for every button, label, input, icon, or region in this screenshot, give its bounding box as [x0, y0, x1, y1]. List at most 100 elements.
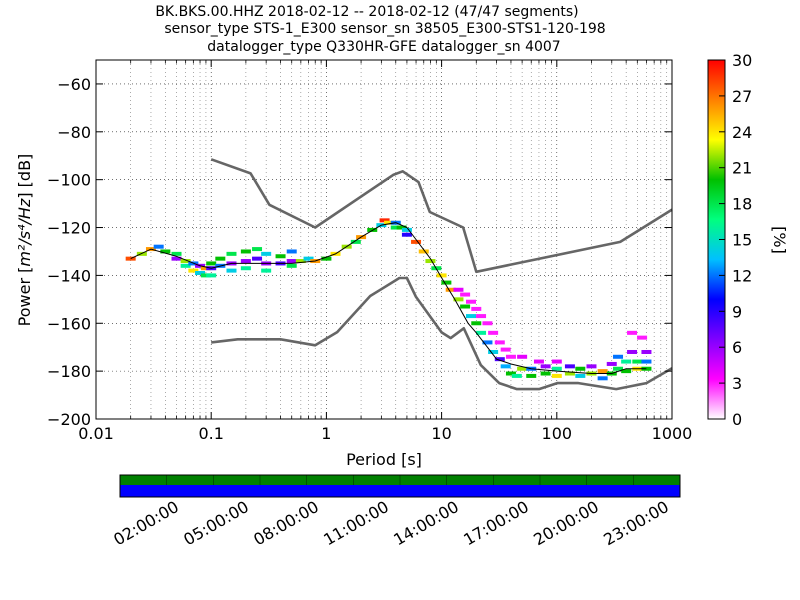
pdf-cell: [206, 273, 217, 278]
pdf-cell: [160, 249, 171, 254]
pdf-cell: [200, 273, 211, 278]
pdf-cell: [215, 256, 226, 261]
pdf-cell: [494, 340, 505, 345]
pdf-cell: [488, 330, 499, 335]
y-tick-label: −200: [47, 410, 91, 429]
pdf-cell: [321, 256, 332, 261]
pdf-cell: [286, 263, 297, 268]
pdf-cell: [476, 314, 487, 319]
timeline-time-label: 02:00:00: [110, 497, 182, 549]
y-axis-label-suffix: ] [dB]: [15, 154, 34, 199]
pdf-cell: [517, 354, 528, 359]
pdf-cell: [488, 349, 499, 354]
pdf-cell: [627, 349, 638, 354]
y-tick-label: −160: [47, 314, 91, 333]
pdf-cell: [471, 321, 482, 326]
pdf-cell: [575, 373, 586, 378]
pdf-cell: [252, 256, 263, 261]
pdf-cell: [460, 292, 471, 297]
pdf-cell: [401, 232, 412, 237]
timeline-time-label: 20:00:00: [530, 497, 602, 549]
pdf-cell: [180, 259, 191, 264]
x-axis-label: Period [s]: [346, 450, 422, 469]
pdf-cell: [621, 369, 632, 374]
pdf-cell: [597, 369, 608, 374]
pdf-cell: [540, 364, 551, 369]
pdf-cell: [445, 287, 456, 292]
title-line-2: sensor_type STS-1_E300 sensor_sn 38505_E…: [164, 21, 605, 37]
x-axis-ticks: 0.01 0.1 1 10 100 1000: [78, 60, 692, 443]
pdf-cell: [436, 273, 447, 278]
colorbar-label: [%]: [770, 226, 789, 254]
timeline-time-label: 14:00:00: [390, 497, 462, 549]
colorbar-tick-label: 30: [732, 51, 752, 70]
pdf-cell: [500, 364, 511, 369]
pdf-cell: [206, 261, 217, 266]
colorbar-tick-label: 24: [732, 123, 752, 142]
colorbar-tick-label: 21: [732, 159, 752, 178]
pdf-cell: [188, 268, 199, 273]
title-line-3: datalogger_type Q330HR-GFE datalogger_sn…: [207, 39, 560, 55]
pdf-cell: [453, 297, 464, 302]
pdf-cell: [367, 227, 378, 232]
pdf-cell: [401, 227, 412, 232]
pdf-cell: [171, 251, 182, 256]
pdf-cell: [240, 249, 251, 254]
pdf-cell: [240, 259, 251, 264]
pdf-cell: [418, 249, 429, 254]
pdf-cell: [466, 299, 477, 304]
pdf-cell: [252, 247, 263, 252]
pdf-cell: [171, 256, 182, 261]
pdf-cell: [500, 347, 511, 352]
pdf-cell: [613, 354, 624, 359]
x-tick-label: 1: [321, 424, 331, 443]
pdf-cell: [390, 225, 401, 230]
pdf-cell: [597, 376, 608, 381]
pdf-cell: [533, 359, 544, 364]
pdf-cell: [551, 366, 562, 371]
pdf-cell: [641, 366, 652, 371]
title-block: BK.BKS.00.HHZ 2018-02-12 -- 2018-02-12 (…: [155, 4, 605, 55]
pdf-cell: [476, 330, 487, 335]
colorbar-tick-label: 18: [732, 195, 752, 214]
pdf-cell: [564, 371, 575, 376]
pdf-cell: [261, 268, 272, 273]
pdf-cell: [379, 218, 390, 223]
pdf-cell: [494, 357, 505, 362]
y-tick-label: −80: [57, 123, 91, 142]
y-axis-ticks: −60 −80 −100 −120 −140 −160 −180 −200: [47, 75, 672, 429]
x-tick-label: 0.01: [78, 424, 114, 443]
pdf-cell: [526, 373, 537, 378]
median-curve: [130, 222, 647, 374]
x-tick-label: 10: [431, 424, 451, 443]
y-tick-label: −120: [47, 219, 91, 238]
timeline-frame: [119, 474, 681, 498]
pdf-cell: [471, 306, 482, 311]
timeline-bottom-band: [120, 485, 680, 497]
x-tick-label: 1000: [652, 424, 693, 443]
pdf-cell: [511, 373, 522, 378]
pdf-cell: [275, 254, 286, 259]
pdf-cell: [411, 239, 422, 244]
low-noise-model-line: [211, 276, 673, 391]
pdf-cell: [551, 373, 562, 378]
y-axis-label-prefix: Power [: [15, 267, 34, 327]
pdf-cell: [195, 271, 206, 276]
colorbar-tick-label: 6: [732, 338, 742, 357]
pdf-cell: [295, 259, 306, 264]
plot-area: 0.01 0.1 1 10 100 1000 −60 −80 −100 −120 −140 −160…: [47, 59, 692, 443]
y-axis-label: Power [m²/s⁴/Hz] [dB]: [15, 154, 34, 327]
timeline-time-label: 08:00:00: [250, 497, 322, 549]
pdf-cell: [240, 266, 251, 271]
high-noise-model-line: [210, 158, 673, 274]
plot-background: [96, 60, 672, 419]
pdf-cell: [627, 330, 638, 335]
pdf-cell: [460, 304, 471, 309]
y-tick-label: −180: [47, 362, 91, 381]
pdf-cell: [613, 366, 624, 371]
pdf-cell: [505, 354, 516, 359]
colorbar-tick-label: 3: [732, 374, 742, 393]
pdf-cell: [466, 314, 477, 319]
pdf-cell: [286, 249, 297, 254]
pdf-cell: [540, 371, 551, 376]
